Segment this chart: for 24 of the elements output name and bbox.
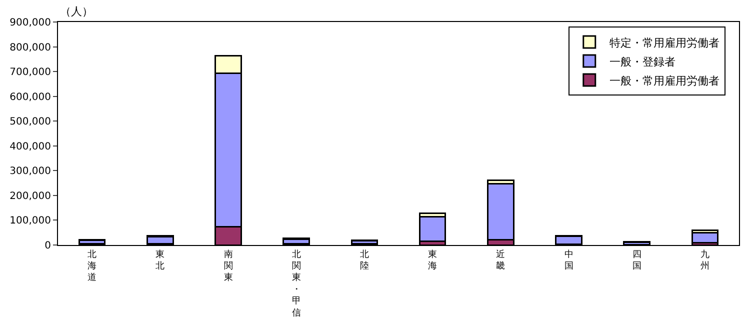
y-tick-label: 500,000 <box>10 116 51 128</box>
legend-label: 一般・常用雇用労働者 <box>609 74 720 88</box>
x-tick-label: 中国 <box>564 248 574 272</box>
x-tick-label: 北海道 <box>88 248 97 284</box>
y-tick-label: 300,000 <box>10 166 51 178</box>
x-tick-label: 四国 <box>632 250 642 272</box>
y-tick-label: 800,000 <box>10 42 51 54</box>
x-tick-label: 南関東 <box>224 248 233 284</box>
x-tick-label: 北関東・甲信 <box>292 248 301 318</box>
x-tick-label: 東海 <box>428 248 438 272</box>
y-tick-label: 200,000 <box>10 190 51 202</box>
legend-label: 一般・登録者 <box>609 55 676 68</box>
y-tick-label: 100,000 <box>10 216 51 227</box>
y-tick-label: 600,000 <box>10 92 51 103</box>
legend-label: 特定・常用雇用労働者 <box>609 36 720 50</box>
y-axis-title: （人） <box>60 5 93 18</box>
y-tick-label: 400,000 <box>10 141 51 152</box>
x-tick-label: 近畿 <box>496 248 506 272</box>
y-tick-label: 0 <box>44 240 51 252</box>
x-tick-label: 九州 <box>700 248 710 272</box>
y-tick-label: 700,000 <box>10 67 51 78</box>
x-tick-label: 北陸 <box>360 248 369 272</box>
x-tick-label: 東北 <box>156 248 165 272</box>
y-tick-label: 900,000 <box>10 18 51 28</box>
